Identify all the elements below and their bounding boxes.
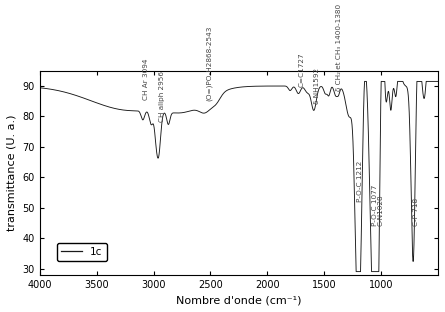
Text: (O=)PO-H2868-2543: (O=)PO-H2868-2543	[206, 26, 212, 101]
X-axis label: Nombre d'onde (cm⁻¹): Nombre d'onde (cm⁻¹)	[176, 295, 302, 305]
Text: C=C1727: C=C1727	[299, 53, 304, 87]
Text: P-O-C 1212: P-O-C 1212	[357, 160, 363, 202]
Text: P-O-C 1077: P-O-C 1077	[372, 185, 378, 226]
Y-axis label: transmittance (U. a.): transmittance (U. a.)	[7, 115, 17, 231]
Text: C-P 718: C-P 718	[413, 198, 419, 226]
Legend: 1c: 1c	[57, 243, 107, 261]
Text: δ CH₂ et CH₃ 1400-1380: δ CH₂ et CH₃ 1400-1380	[336, 3, 342, 90]
Text: CH Ar 3094: CH Ar 3094	[143, 58, 149, 100]
Text: δ NH1592: δ NH1592	[314, 68, 320, 104]
Text: C-N1028: C-N1028	[378, 194, 384, 226]
Text: CH aliph 2956: CH aliph 2956	[158, 71, 165, 123]
